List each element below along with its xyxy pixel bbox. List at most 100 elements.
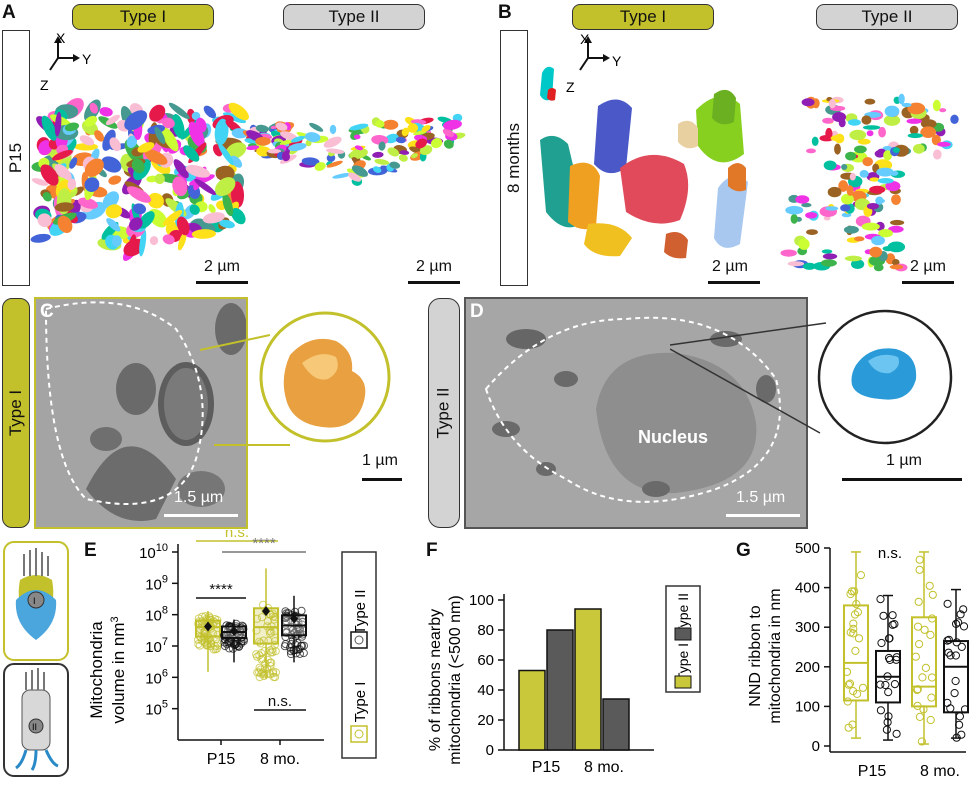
- mitochondrion: [154, 173, 165, 185]
- mitochondrion: [255, 124, 269, 133]
- mitochondrion: [163, 209, 183, 226]
- mitochondrion: [42, 192, 52, 202]
- e-sig-label: n.s.: [268, 693, 292, 710]
- g-y-tick-label: 400: [795, 580, 820, 597]
- e-data-point: [194, 640, 203, 649]
- mitochondrion: [54, 164, 72, 181]
- mitochondrion: [385, 133, 399, 144]
- g-data-point: [952, 733, 961, 742]
- mitochondrion: [823, 216, 831, 221]
- mitochondrion: [78, 197, 98, 209]
- side-label-type1-c: Type I: [2, 298, 30, 528]
- svg-text:II: II: [32, 722, 37, 732]
- mitochondrion: [823, 160, 837, 171]
- mitochondrion: [892, 147, 900, 153]
- mitochondrion: [177, 232, 187, 251]
- g-data-point: [892, 653, 901, 662]
- e-data-point: [227, 635, 236, 644]
- mitochondrion: [202, 212, 225, 224]
- g-data-point: [915, 555, 924, 564]
- mitochondrion: [901, 102, 912, 108]
- scale-text-c-em: 1.5 µm: [174, 489, 224, 506]
- mitochondrion: [162, 234, 175, 245]
- mitochondrion: [225, 142, 247, 160]
- mitochondrion: [820, 259, 837, 267]
- g-data-point: [854, 634, 864, 643]
- mitochondrion: [189, 204, 200, 215]
- legend-f-type2: Type II: [675, 593, 691, 635]
- panel-letter-f: F: [426, 540, 438, 561]
- mitochondrion: [349, 148, 368, 160]
- mitochondrion: [30, 233, 51, 243]
- mitochondrion: [907, 102, 926, 115]
- mitochondrion: [882, 145, 893, 152]
- mitochondrion: [907, 133, 923, 139]
- g-data-point: [856, 571, 866, 580]
- mitochondrion: [866, 130, 874, 137]
- f-y-tick-label: 40: [477, 682, 494, 699]
- g-data-point: [882, 725, 891, 734]
- mitochondrion: [805, 212, 818, 219]
- f-y-tick-label: 0: [486, 742, 494, 759]
- g-data-point: [925, 581, 934, 590]
- mitochondrion: [126, 135, 138, 148]
- g-data-point: [852, 600, 861, 609]
- mitochondrion: [354, 145, 363, 151]
- mitochondrion: [884, 105, 900, 118]
- mitochondrion: [939, 108, 947, 113]
- svg-text:Z: Z: [566, 79, 575, 95]
- mitochondrion: [31, 178, 49, 186]
- scale-text-c-3d: 1 µm: [362, 452, 398, 469]
- panel-b-3d-render: X Y Z: [540, 31, 959, 272]
- e-data-point: [211, 645, 220, 654]
- mitochondrion: [838, 180, 849, 192]
- g-y-tick-label: 300: [795, 619, 820, 636]
- mitochondrion: [873, 263, 884, 272]
- mitochondrion: [191, 111, 201, 121]
- em-image-type1: C 1.5 µm: [34, 297, 248, 529]
- mitochondrion: [849, 172, 856, 181]
- mitochondrion: [139, 229, 147, 257]
- g-data-point: [877, 638, 886, 648]
- mitochondrion: [309, 122, 324, 132]
- g-data-point: [927, 693, 936, 702]
- g-data-point: [927, 673, 937, 682]
- e-ylabel-line1: Mitochondria: [87, 621, 106, 719]
- panel-letter-b: B: [498, 2, 512, 23]
- mitochondrion: [267, 148, 282, 154]
- mitochondrion: [348, 172, 362, 182]
- f-category-label: P15: [532, 759, 561, 776]
- mitochondrion: [830, 135, 843, 142]
- cell-schematic-icons: I II: [3, 541, 69, 777]
- g-data-point: [915, 712, 924, 721]
- g-data-point: [892, 729, 901, 738]
- scale-text-d-em: 1.5 µm: [736, 489, 786, 506]
- g-data-point: [876, 595, 885, 604]
- mitochondrion: [407, 123, 419, 133]
- mitochondrion: [861, 115, 872, 125]
- mitochondrion: [67, 178, 77, 190]
- mitochondrion: [883, 114, 901, 126]
- axes-gizmo-icon: X Y Z: [566, 31, 622, 95]
- g-data-point: [944, 635, 953, 644]
- mitochondrion: [281, 151, 291, 162]
- f-bar-type1-8mo: [574, 608, 602, 751]
- mitochondrion: [131, 158, 145, 174]
- mitochondrion: [304, 132, 321, 143]
- mitochondrion: [401, 127, 410, 137]
- e-data-point: [270, 640, 279, 650]
- g-data-point: [913, 622, 923, 631]
- mitochondrion: [94, 130, 105, 142]
- mitochondrion: [214, 118, 229, 146]
- e-y-tick-label: 105: [145, 699, 168, 719]
- mitochondrion: [848, 119, 861, 126]
- g-data-point: [957, 642, 966, 652]
- panel-letter-a: A: [2, 2, 16, 23]
- mitochondrion: [811, 136, 819, 146]
- mitochondrion: [876, 167, 894, 177]
- g-data-point: [943, 698, 952, 707]
- e-y-tick-label: 109: [145, 573, 168, 593]
- mitochondrion: [838, 118, 846, 128]
- mitochondrion: [173, 159, 189, 179]
- mitochondrion: [351, 157, 358, 163]
